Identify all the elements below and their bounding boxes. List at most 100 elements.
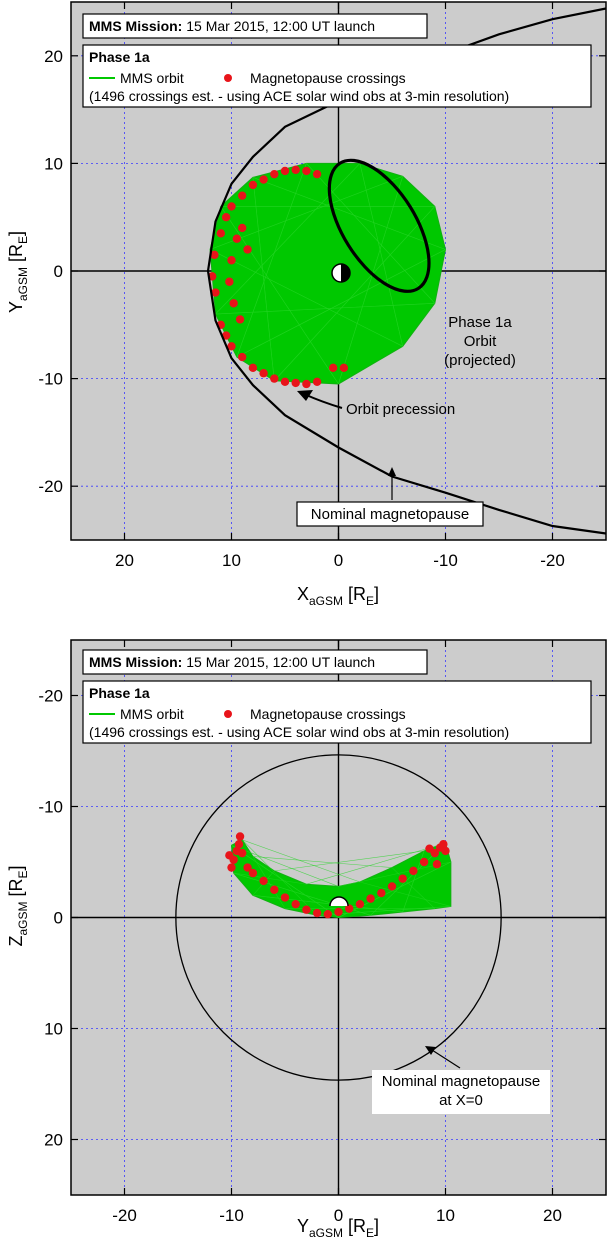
crossing-point xyxy=(259,369,268,378)
y-tick-label: 10 xyxy=(44,1020,63,1039)
crossing-point xyxy=(291,899,300,909)
chart-title: MMS Mission: 15 Mar 2015, 12:00 UT launc… xyxy=(89,18,375,34)
magnetopause-label-line2: at X=0 xyxy=(439,1092,483,1109)
earth-symbol xyxy=(331,263,351,283)
orbit-strand xyxy=(252,177,275,381)
nominal-magnetopause-circle xyxy=(175,754,502,1081)
crossing-point xyxy=(243,245,252,254)
crossing-point xyxy=(280,893,290,902)
phase-label: Phase 1a xyxy=(89,685,150,701)
chart-title: MMS Mission: 15 Mar 2015, 12:00 UT launc… xyxy=(89,654,375,670)
magnetopause-label-box xyxy=(296,501,484,527)
orbit-strand xyxy=(242,839,361,883)
crossing-point xyxy=(339,363,349,373)
legend-box xyxy=(82,680,592,744)
crossing-point xyxy=(210,250,219,260)
crossing-point xyxy=(270,169,279,179)
title-box xyxy=(82,649,428,675)
crossing-point xyxy=(259,175,268,184)
precession-label: Orbit precession xyxy=(346,401,455,418)
yz-plane-chart: -20 -10 0 10 20 20 10 0 -10 -20 Nominal magnetopa… xyxy=(6,639,607,1238)
crossing-point xyxy=(227,342,236,351)
orbit-strand xyxy=(231,845,339,918)
title-box xyxy=(82,13,428,39)
magnetopause-label: Nominal magnetopause xyxy=(311,506,469,523)
crossing-point xyxy=(221,331,231,340)
y-tick-label: 0 xyxy=(54,909,63,928)
crossing-point xyxy=(248,868,258,878)
crossing-point xyxy=(221,213,231,222)
x-axis-title: YaGSM [RE] xyxy=(297,1216,379,1238)
magnetopause-crossings xyxy=(225,832,450,919)
magnetopause-label-line1: Nominal magnetopause xyxy=(382,1073,540,1090)
crossing-point xyxy=(302,379,311,389)
crossing-point xyxy=(235,832,245,841)
x-tick-label: 10 xyxy=(222,551,241,570)
x-tick-label: -10 xyxy=(219,1206,244,1225)
crossing-point xyxy=(259,876,268,886)
crossing-point xyxy=(312,377,322,387)
orbit-strand xyxy=(215,302,435,315)
orbit-strand xyxy=(274,850,425,872)
crossing-point xyxy=(270,374,279,383)
y-tick-label: -10 xyxy=(38,370,63,389)
y-tick-label: -10 xyxy=(38,798,63,817)
x-tick-label: 20 xyxy=(543,1206,562,1225)
crossing-point xyxy=(302,905,311,914)
crossing-point xyxy=(227,256,236,265)
crossing-point xyxy=(291,165,300,175)
orbit-strand xyxy=(252,177,446,250)
crossing-point xyxy=(229,299,238,308)
crossing-point xyxy=(334,907,343,917)
orbit-strand xyxy=(391,867,436,909)
y-tick-label: 20 xyxy=(44,47,63,66)
crossing-point xyxy=(366,894,375,903)
crossing-point xyxy=(211,288,220,297)
orbit-strand xyxy=(236,163,307,358)
x-tick-label: 10 xyxy=(436,1206,455,1225)
crossing-point xyxy=(235,315,245,324)
x-axis-title: XaGSM [RE] xyxy=(297,584,379,608)
crossing-point xyxy=(323,909,332,919)
orbit-strand xyxy=(359,881,451,907)
orbit-strand xyxy=(233,872,307,885)
phase-label: Phase 1a xyxy=(89,49,150,65)
orbit-strand xyxy=(338,861,451,918)
crossing-point xyxy=(312,169,322,179)
x-tick-label: 0 xyxy=(334,1206,343,1225)
crossing-point xyxy=(280,166,290,176)
crossing-point xyxy=(234,840,244,849)
precession-arrowhead xyxy=(297,390,313,401)
crossing-point xyxy=(432,860,442,869)
legend-crossing-label: Magnetopause crossings xyxy=(250,70,406,86)
magnetopause-pointer-head xyxy=(425,1046,436,1055)
orbit-strand xyxy=(359,163,403,347)
legend-box xyxy=(82,44,592,108)
x-tick-label: -20 xyxy=(112,1206,137,1225)
crossing-point xyxy=(238,848,247,858)
legend-orbit-label: MMS orbit xyxy=(120,70,184,86)
crossing-point xyxy=(441,846,450,856)
orbit-strand xyxy=(209,249,403,347)
y-tick-label: 10 xyxy=(44,154,63,173)
crossing-point xyxy=(248,180,258,190)
orbit-strand xyxy=(338,176,403,385)
crossing-point xyxy=(238,223,247,233)
magnetopause-crossings xyxy=(208,165,349,389)
crossing-point xyxy=(291,378,300,388)
y-axis-title: ZaGSM [RE] xyxy=(6,865,30,946)
crossing-point xyxy=(225,277,234,286)
crossing-point xyxy=(243,863,252,872)
orbit-strand xyxy=(306,842,446,885)
crossing-point xyxy=(227,863,236,872)
crossing-point xyxy=(227,202,236,211)
y-tick-label: 0 xyxy=(54,262,63,281)
x-tick-label: 20 xyxy=(115,551,134,570)
crossing-point xyxy=(248,363,258,373)
crossing-point xyxy=(409,866,418,876)
legend-note: (1496 crossings est. - using ACE solar w… xyxy=(89,88,509,104)
orbit-label-line1: Phase 1a xyxy=(448,314,512,331)
legend-crossing-swatch xyxy=(224,710,232,718)
legend-crossing-swatch xyxy=(224,74,232,82)
